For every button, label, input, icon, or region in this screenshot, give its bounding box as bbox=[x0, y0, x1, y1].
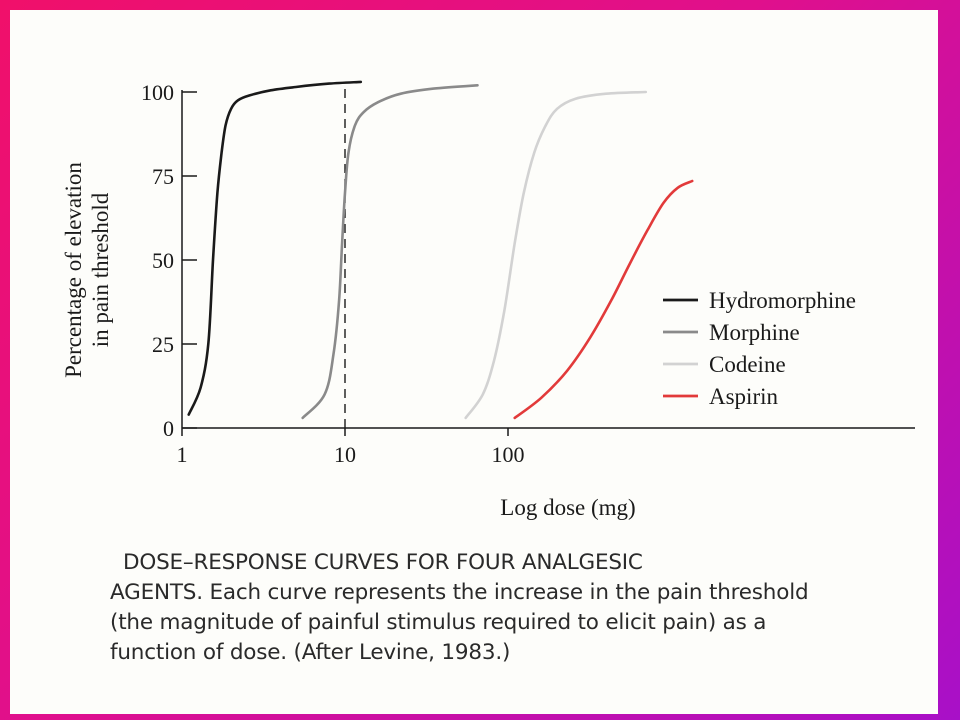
x-ticks: 1 10 100 bbox=[177, 428, 525, 467]
caption-line: function of dose. (After Levine, 1983.) bbox=[110, 640, 511, 665]
dose-response-chart: 0 25 50 75 100 1 10 100 Log dose (mg) Percenta… bbox=[61, 80, 915, 520]
series-line-codeine bbox=[464, 90, 648, 420]
y-ticks: 0 25 50 75 100 bbox=[141, 80, 197, 441]
series-line-aspirin bbox=[513, 179, 694, 420]
x-axis-label: Log dose (mg) bbox=[500, 495, 635, 520]
y-axis-label-line-2: in pain threshold bbox=[88, 192, 113, 347]
y-tick-label: 75 bbox=[152, 164, 174, 189]
y-axis-label-line-1: Percentage of elevation bbox=[61, 162, 86, 378]
y-tick-label: 25 bbox=[152, 332, 174, 357]
legend: Hydromorphine Morphine Codeine Aspirin bbox=[663, 288, 856, 409]
y-tick-label: 0 bbox=[163, 416, 174, 441]
caption-line: DOSE–RESPONSE CURVES FOR FOUR ANALGESIC bbox=[123, 550, 643, 575]
figure-caption: DOSE–RESPONSE CURVES FOR FOUR ANALGESIC … bbox=[110, 548, 930, 668]
chart-axes bbox=[181, 90, 915, 429]
slide: 0 25 50 75 100 1 10 100 Log dose (mg) Percenta… bbox=[10, 10, 938, 714]
caption-line: (the magnitude of painful stimulus requi… bbox=[110, 610, 767, 635]
caption-line: AGENTS. Each curve represents the increa… bbox=[110, 580, 809, 605]
legend-label-codeine: Codeine bbox=[709, 352, 786, 377]
series-line-morphine bbox=[301, 84, 479, 420]
legend-label-aspirin: Aspirin bbox=[709, 384, 779, 409]
y-tick-label: 100 bbox=[141, 80, 174, 105]
legend-label-morphine: Morphine bbox=[709, 320, 800, 345]
series-layer bbox=[187, 80, 694, 420]
x-tick-label: 10 bbox=[334, 442, 356, 467]
series-line-hydromorphine bbox=[187, 80, 363, 416]
y-tick-label: 50 bbox=[152, 248, 174, 273]
x-tick-label: 100 bbox=[492, 442, 525, 467]
legend-label-hydromorphine: Hydromorphine bbox=[709, 288, 856, 313]
x-tick-label: 1 bbox=[177, 442, 188, 467]
